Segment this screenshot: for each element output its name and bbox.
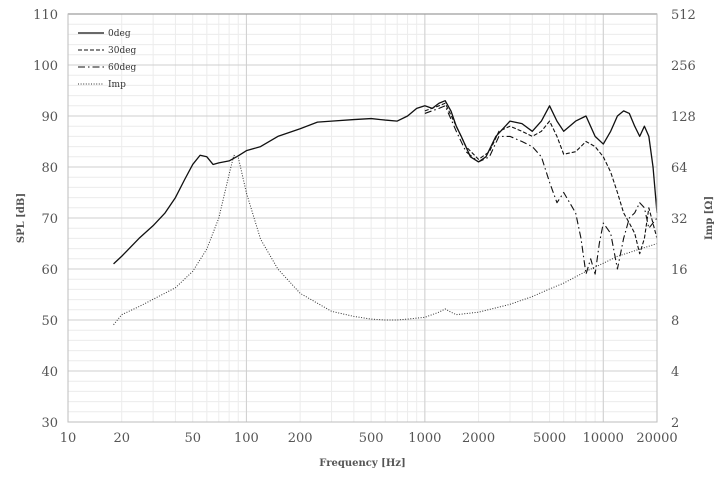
series-line-imp [113,154,658,326]
y2-tick-label: 64 [671,161,688,176]
y2-tick-label: 512 [671,8,696,23]
y-tick-label: 40 [41,365,58,380]
series-layer [113,100,658,326]
y2-axis-title: Imp [Ω] [704,196,715,240]
legend-label: 60deg [108,63,137,73]
x-tick-label: 20 [113,431,130,446]
x-tick-label: 5000 [533,431,566,446]
y-tick-labels: 30 40 50 60 70 80 90 100 110 [33,8,58,431]
x-tick-label: 50 [184,431,201,446]
series-line-30deg [424,102,658,255]
y2-tick-label: 4 [671,365,679,380]
legend-label: 0deg [108,29,131,39]
y-tick-label: 60 [41,263,58,278]
y-tick-label: 30 [41,416,58,431]
y2-tick-label: 32 [671,212,688,227]
y2-tick-label: 128 [671,110,696,125]
plot-frame [67,13,658,423]
x-axis-title: Frequency [Hz] [319,458,405,469]
legend-label: Imp [108,80,126,90]
y-tick-label: 50 [41,314,58,329]
legend: 0deg 30deg 60deg Imp [78,29,137,90]
y-tick-label: 110 [33,8,58,23]
x-tick-labels: 10 20 50 100 200 500 1000 2000 5000 10000 20000 [60,431,678,446]
series-line-60deg [424,105,658,275]
x-tick-label: 2000 [462,431,495,446]
y-axis-title: SPL [dB] [16,193,27,243]
y-tick-label: 80 [41,161,58,176]
x-tick-label: 10000 [583,431,624,446]
y-tick-label: 90 [41,110,58,125]
x-tick-label: 10 [60,431,77,446]
x-tick-label: 1000 [408,431,441,446]
y2-tick-label: 16 [671,263,688,278]
legend-label: 30deg [108,46,137,56]
y2-tick-labels: 2 4 8 16 32 64 128 256 512 [671,8,696,431]
x-tick-label: 200 [288,431,313,446]
x-tick-label: 500 [359,431,384,446]
y2-tick-label: 256 [671,59,696,74]
y2-tick-label: 2 [671,416,679,431]
y-tick-label: 100 [33,59,58,74]
x-tick-label: 100 [234,431,259,446]
x-tick-label: 20000 [636,431,677,446]
series-line-0deg [113,100,658,265]
y2-tick-label: 8 [671,314,679,329]
y-tick-label: 70 [41,212,58,227]
